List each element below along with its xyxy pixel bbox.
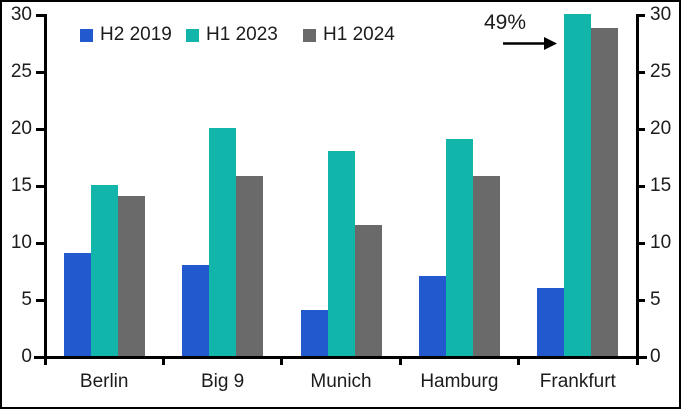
legend-item-h2-2019: H2 2019 [80,25,172,45]
x-tick [43,357,47,365]
y-tick-right [636,70,645,74]
x-tick [635,357,639,365]
bar-h1-2024 [591,27,619,356]
legend-label: H2 2019 [100,24,172,45]
y-tick-label-left: 10 [10,232,32,253]
y-tick-left [36,13,45,17]
y-tick-label-left: 30 [10,4,32,25]
x-tick [161,357,165,365]
y-tick-left [36,184,45,188]
category-label: Frankfurt [539,371,616,392]
y-tick-label-right: 5 [650,289,661,310]
y-tick-left [36,298,45,302]
bar-h2-2019 [537,287,565,356]
bar-h1-2024 [472,175,500,356]
y-tick-label-right: 25 [650,61,672,82]
y-tick-label-right: 20 [650,118,672,139]
annotation-arrow-icon [503,37,557,50]
y-tick-left [36,241,45,245]
legend-swatch-h2-2019 [80,28,93,42]
bar-h1-2023 [445,139,473,356]
y-tick-left [36,355,45,359]
category-label: Hamburg [420,371,499,392]
legend-swatch-h1-2024 [303,28,316,42]
bar-h1-2023 [209,128,237,356]
y-tick-label-left: 20 [10,118,32,139]
bar-h2-2019 [63,253,91,356]
bar-h1-2024 [354,224,382,356]
x-tick [280,357,284,365]
y-tick-label-right: 30 [650,4,672,25]
annotation-value-label: 49% [483,11,527,34]
category-label: Berlin [79,371,129,392]
y-tick-right [636,355,645,359]
bar-h2-2019 [300,310,328,356]
y-tick-right [636,241,645,245]
bar-h2-2019 [418,276,446,356]
bar-h1-2024 [236,175,264,356]
legend-swatch-h1-2023 [186,28,199,42]
y-tick-right [636,298,645,302]
legend-label: H1 2024 [323,24,395,45]
y-tick-label-right: 15 [650,175,672,196]
y-tick-right [636,184,645,188]
category-label: Munich [310,371,372,392]
bar-h2-2019 [182,264,210,356]
y-tick-label-left: 5 [21,289,32,310]
bar-h1-2024 [117,196,145,356]
y-tick-label-right: 0 [650,346,661,367]
x-tick [517,357,521,365]
bar-h1-2023 [564,14,592,356]
bar-h1-2023 [327,150,355,356]
legend-item-h1-2023: H1 2023 [186,25,278,45]
y-tick-label-left: 0 [21,346,32,367]
y-tick-left [36,127,45,131]
x-tick [398,357,402,365]
y-tick-label-left: 15 [10,175,32,196]
y-tick-right [636,127,645,131]
y-axis-left [43,14,47,358]
legend-item-h1-2024: H1 2024 [303,25,395,45]
y-tick-label-left: 25 [10,61,32,82]
y-tick-left [36,70,45,74]
legend-label: H1 2023 [206,24,278,45]
bar-h1-2023 [90,185,118,356]
category-label: Big 9 [200,371,245,392]
y-tick-right [636,13,645,17]
x-axis [34,355,647,359]
y-tick-label-right: 10 [650,232,672,253]
